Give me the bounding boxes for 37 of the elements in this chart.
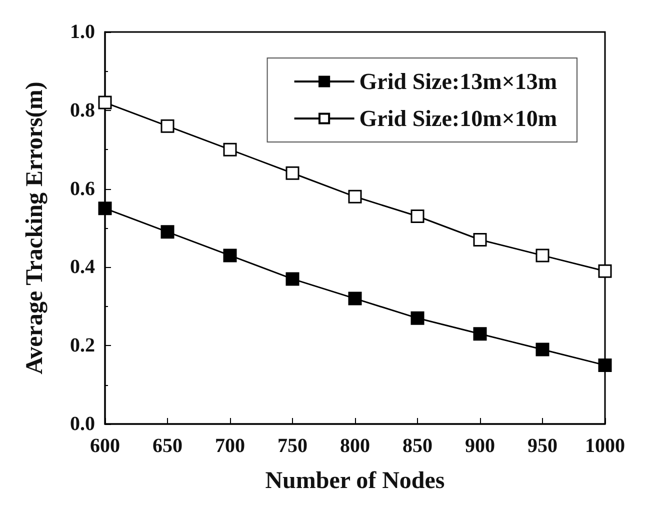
point bbox=[598, 358, 612, 372]
x-axis-title: Number of Nodes bbox=[265, 468, 445, 494]
point bbox=[410, 209, 424, 223]
point bbox=[473, 233, 487, 247]
x-tick-label: 850 bbox=[402, 435, 432, 457]
point bbox=[98, 202, 112, 216]
point bbox=[536, 342, 550, 356]
y-tick-label: 0.0 bbox=[70, 413, 95, 435]
point bbox=[160, 119, 174, 133]
y-tick-label: 0.4 bbox=[70, 256, 95, 278]
point bbox=[536, 248, 550, 262]
y-tick-label: 1.0 bbox=[70, 21, 95, 43]
point bbox=[348, 292, 362, 306]
point bbox=[598, 264, 612, 278]
x-tick-label: 800 bbox=[340, 435, 370, 457]
y-tick-label: 0.8 bbox=[70, 99, 95, 122]
x-tick-label: 650 bbox=[152, 435, 182, 457]
x-tick-label: 1000 bbox=[585, 435, 625, 457]
point bbox=[223, 142, 237, 156]
x-tick-label: 600 bbox=[90, 435, 120, 457]
point bbox=[348, 190, 362, 204]
x-tick-label: 750 bbox=[278, 435, 308, 457]
x-tick-label: 700 bbox=[215, 435, 245, 457]
point bbox=[160, 225, 174, 239]
x-tick-label: 900 bbox=[465, 435, 495, 457]
point bbox=[410, 311, 424, 325]
point bbox=[98, 96, 112, 110]
point bbox=[286, 272, 300, 286]
y-tick-label: 0.6 bbox=[70, 178, 95, 200]
y-axis-title: Average Tracking Errors(m) bbox=[22, 82, 48, 374]
point bbox=[286, 166, 300, 180]
legend-label: Grid Size:13m×13m bbox=[359, 69, 558, 94]
point bbox=[223, 248, 237, 262]
legend-label: Grid Size:10m×10m bbox=[359, 106, 558, 131]
y-tick-label: 0.2 bbox=[70, 334, 95, 357]
x-tick-label: 950 bbox=[528, 435, 558, 457]
point bbox=[473, 327, 487, 341]
